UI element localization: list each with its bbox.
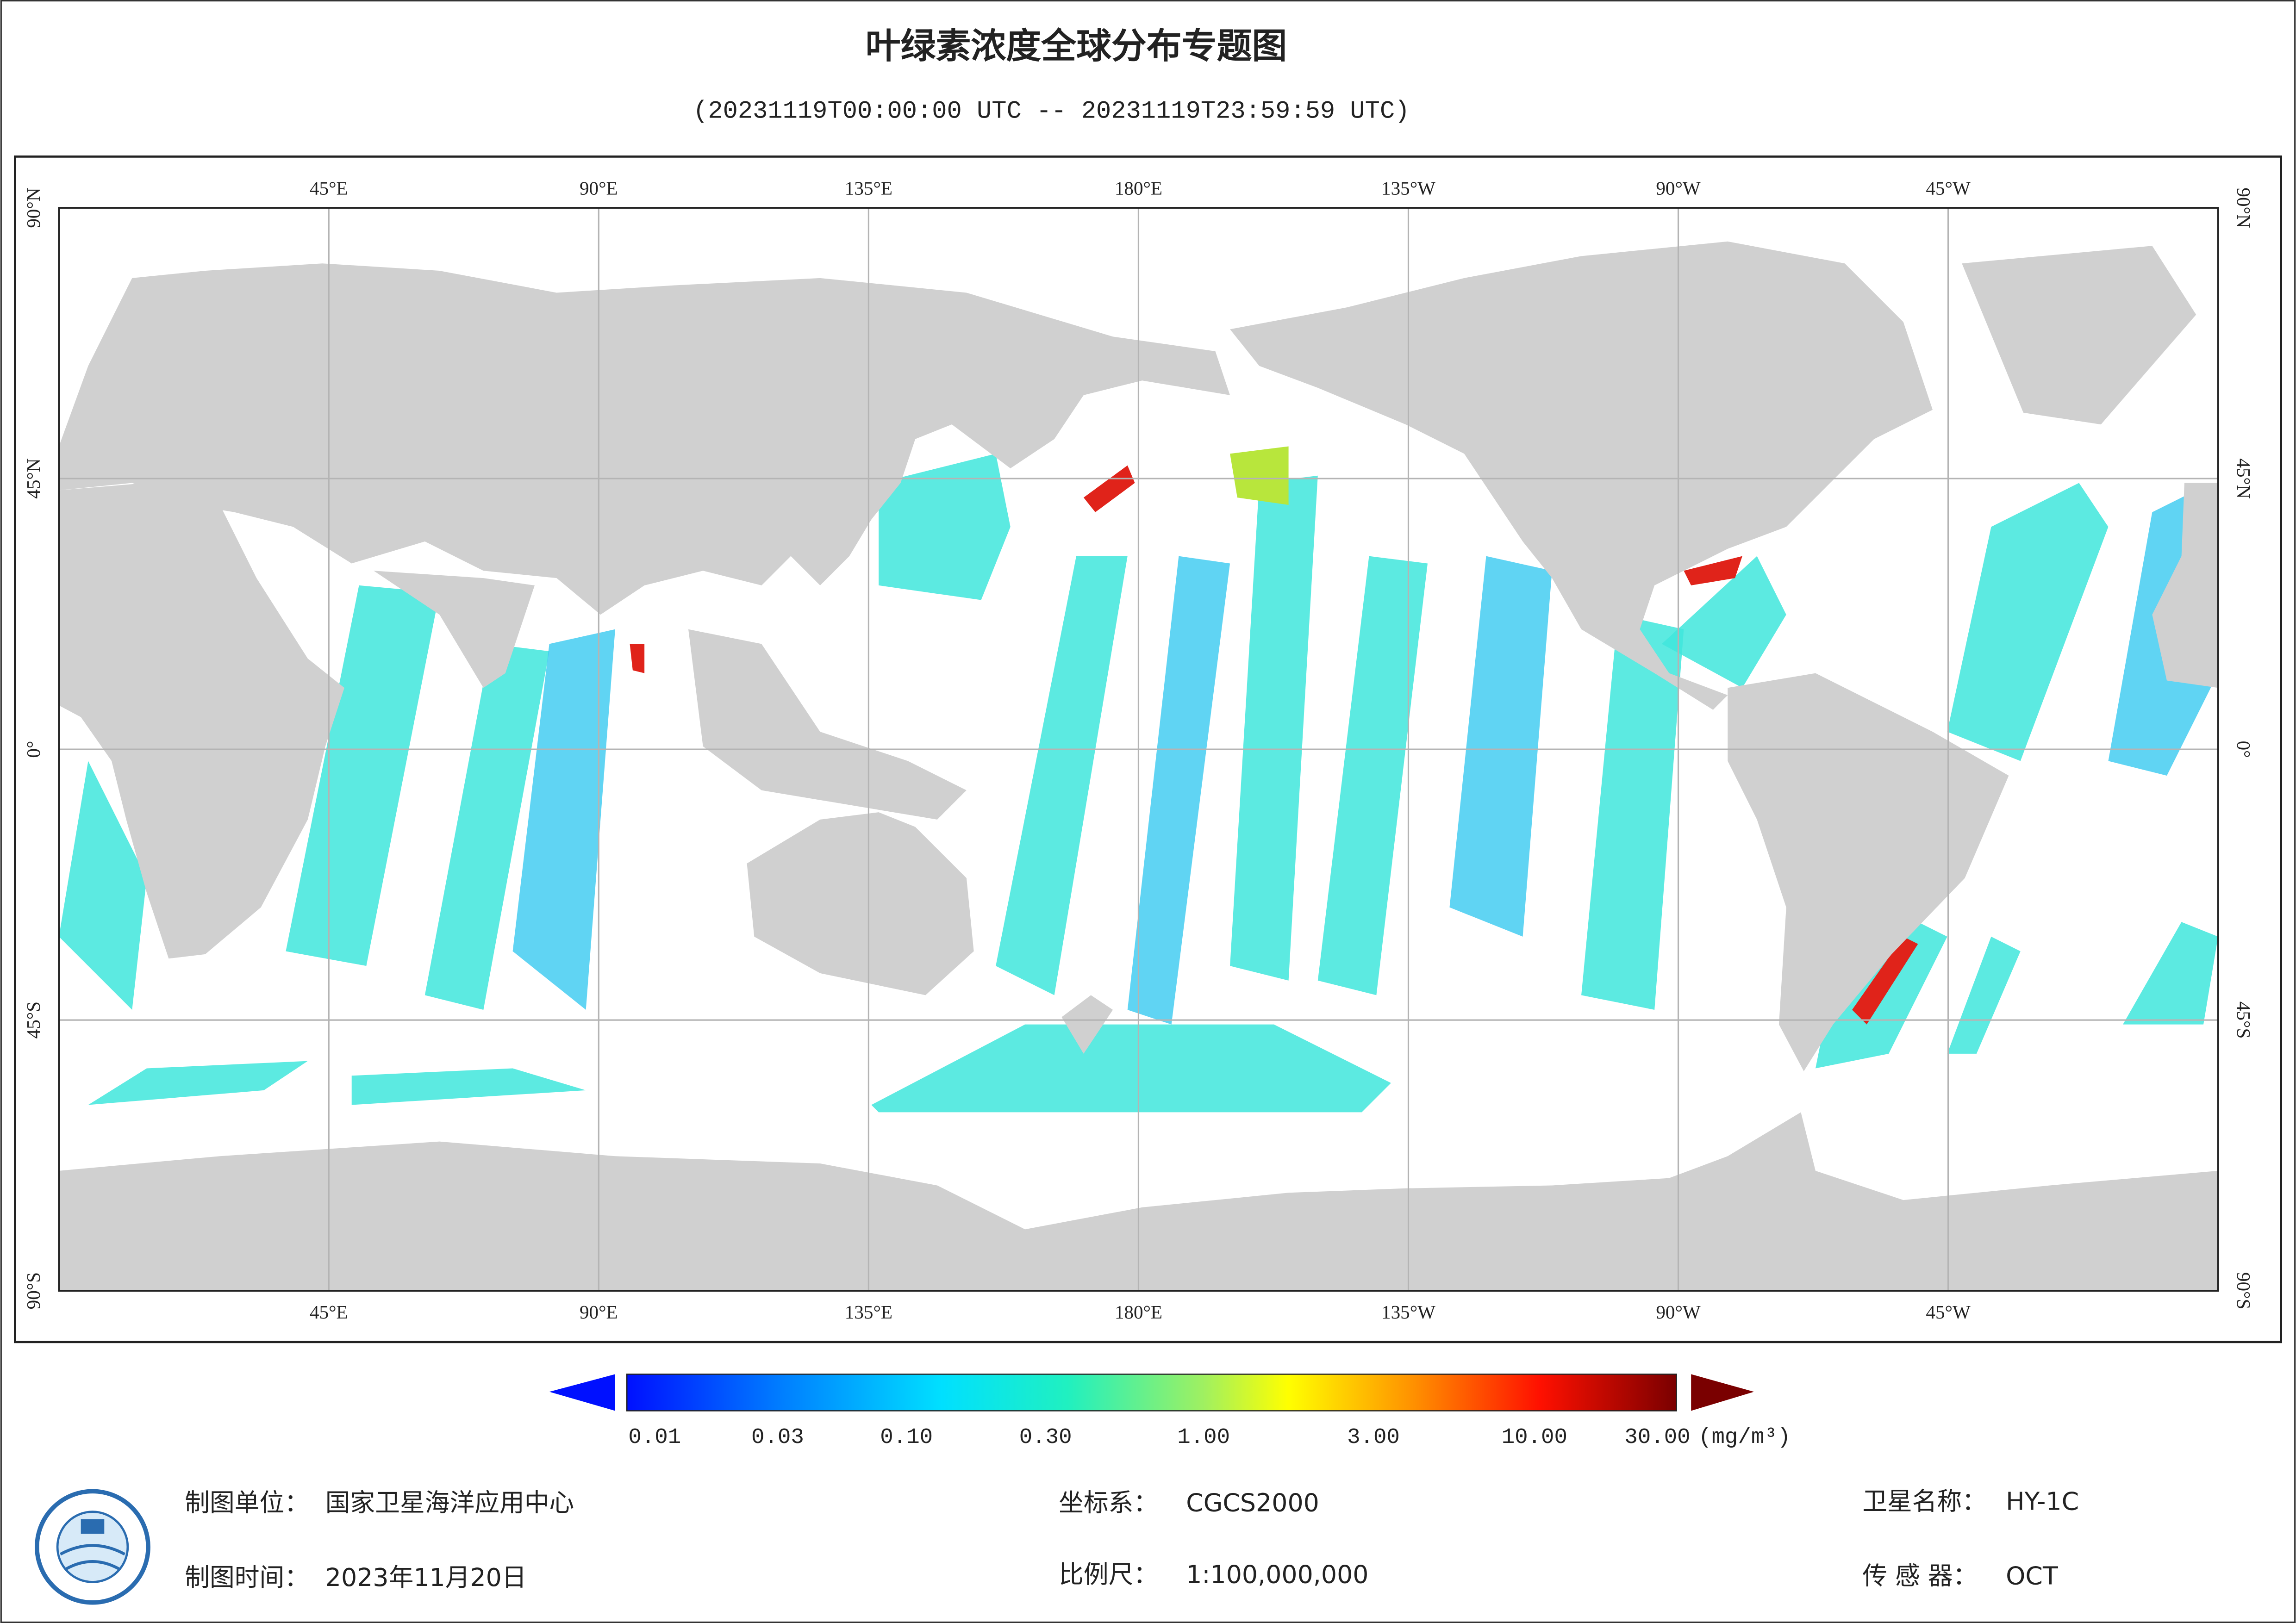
lat-label-right: 0° [2233,741,2254,758]
sensor-label: 传 感 器： [1862,1561,1978,1591]
new-zealand [1061,995,1113,1054]
map-title: 叶绿素浓度全球分布专题图 [866,25,1287,66]
colorbar-tick-label: 10.00 [1502,1425,1567,1450]
swath [1127,556,1230,1025]
colorbar-tick-label: 0.01 [628,1425,681,1450]
logo-satellite [81,1519,105,1534]
lat-label-left: 45°N [23,458,44,498]
swath [1230,475,1318,981]
lat-label-right: 90°S [2233,1272,2254,1309]
lon-label-top: 45°E [310,178,348,199]
colorbar-tick-label: 0.10 [880,1425,933,1450]
coastal-bloom [1852,936,1918,1025]
date: 2023年11月20日 [325,1563,527,1592]
africa [59,483,344,959]
swath [1317,556,1428,995]
graticule-labels: 45°E 45°E 90°E 90°E 135°E 135°E 180°E 180°E 135°… [23,178,2254,1323]
colorbar-over-arrow [1691,1374,1754,1411]
swath [1449,556,1552,937]
coastal-bloom [1684,556,1742,585]
lon-label-top: 135°W [1381,178,1435,199]
lon-label-top: 180°E [1115,178,1162,199]
colorbar-tick-label: 3.00 [1347,1425,1400,1450]
lon-label-bottom: 135°W [1381,1301,1435,1323]
lon-label-bottom: 90°E [580,1301,618,1323]
lat-label-left: 0° [23,741,44,758]
lat-label-right: 45°S [2233,1001,2254,1038]
coastal-bloom [1083,465,1135,512]
swath [1581,615,1684,1010]
colorbar-tick-label: 1.00 [1177,1425,1230,1450]
lon-label-top: 90°W [1656,178,1701,199]
swath [351,1068,586,1105]
colorbar-tick-label: 30.00 [1624,1425,1690,1450]
lat-label-left: 90°S [23,1272,44,1309]
map-subtitle: (20231119T00:00:00 UTC -- 20231119T23:59… [693,98,1410,126]
colorbar-under-arrow [549,1374,615,1411]
date-label: 制图时间： [185,1563,309,1592]
coastal-bloom [630,644,645,673]
lat-label-left: 45°S [23,1001,44,1038]
africa-west [2152,483,2218,688]
lon-label-bottom: 90°W [1656,1301,1701,1323]
swath [879,454,1011,600]
colorbar-ticks: 0.01 0.03 0.10 0.30 1.00 3.00 10.00 30.00 [628,1425,1690,1450]
colorbar-tick-label: 0.30 [1019,1425,1072,1450]
scale: 1:100,000,000 [1186,1560,1368,1589]
logo [35,1489,150,1605]
scale-label: 比例尺： [1059,1560,1158,1589]
south-america [1728,673,2009,1071]
lat-label-right: 90°N [2233,187,2254,228]
swath [2123,922,2218,1025]
lon-label-top: 135°E [845,178,892,199]
producer-label: 制图单位： [185,1488,309,1517]
lon-label-bottom: 180°E [1115,1301,1162,1323]
swath [424,644,549,1010]
map-body [59,208,2218,1291]
australia [747,812,974,995]
map-neatline [58,207,2219,1292]
swath [88,1061,308,1105]
lon-label-bottom: 135°E [845,1301,892,1323]
graticule [59,208,2218,1291]
maritime-asia [688,629,967,820]
greenland [1962,246,2196,425]
eurasia [59,263,1230,615]
swath [1661,556,1786,688]
swath [996,556,1128,995]
swath [1947,483,2109,761]
lon-label-top: 90°E [580,178,618,199]
swath [1230,446,1289,505]
crs: CGCS2000 [1186,1488,1319,1517]
map-frame [14,155,2282,1343]
swath [871,1024,1391,1113]
north-america [1230,241,1933,710]
land [59,241,2218,1291]
satellite-label: 卫星名称： [1862,1486,1987,1516]
colorbar-unit: (mg/m³) [1698,1425,1791,1450]
data-swaths [59,446,2218,1113]
india [374,571,535,688]
producer: 国家卫星海洋应用中心 [325,1488,574,1517]
logo-waves [59,1544,126,1570]
lat-label-left: 90°N [23,187,44,228]
lon-label-bottom: 45°W [1926,1301,1971,1323]
lon-label-bottom: 45°E [310,1301,348,1323]
colorbar-tick-label: 0.03 [751,1425,804,1450]
crs-label: 坐标系： [1059,1488,1158,1517]
satellite: HY-1C [2006,1486,2079,1516]
lat-label-right: 45°N [2233,458,2254,498]
swath [512,629,615,1010]
swath [286,585,440,966]
sensor: OCT [2006,1561,2058,1591]
colorbar [626,1374,1677,1412]
swath [1947,936,2021,1054]
swath [59,761,147,1010]
lon-label-top: 45°W [1926,178,1971,199]
